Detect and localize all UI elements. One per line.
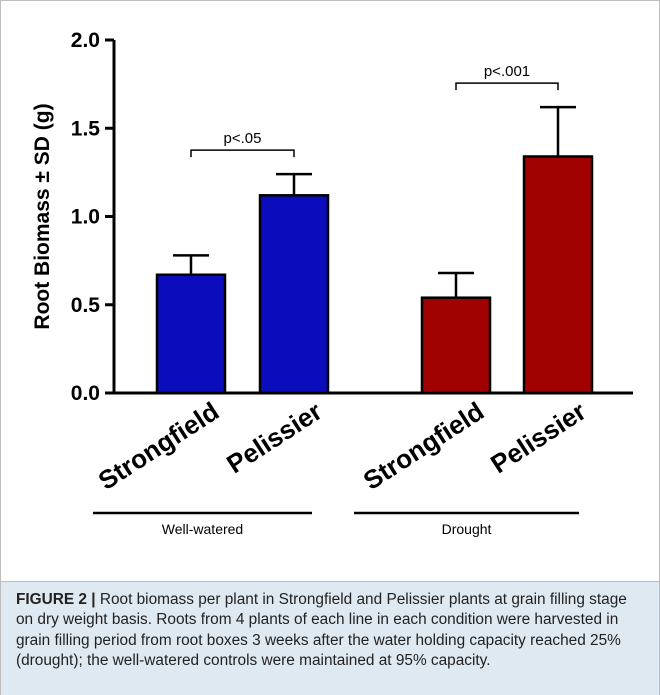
- significance-label: p<.05: [224, 130, 262, 147]
- y-tick-label: 1.0: [71, 206, 100, 229]
- figure-caption-box: FIGURE 2 | Root biomass per plant in Str…: [1, 581, 659, 695]
- y-axis-title: Root Biomass ± SD (g): [31, 103, 54, 329]
- significance-bracket: [455, 82, 559, 91]
- significance-label: p<.001: [484, 63, 530, 80]
- figure-caption: FIGURE 2 | Root biomass per plant in Str…: [16, 590, 646, 672]
- bar-chart: 0.0 0.5 1.0 1.5 2.0 Root Biomass ± SD (g) Stro…: [31, 29, 633, 537]
- category-label: Pelissier: [485, 396, 591, 479]
- category-label: Strongfield: [93, 396, 224, 496]
- bar: [258, 194, 330, 395]
- category-label: Pelissier: [221, 396, 327, 479]
- caption-text: Root biomass per plant in Strongfield an…: [16, 591, 627, 670]
- y-tick-label: 0.0: [71, 382, 100, 405]
- caption-label: FIGURE 2 |: [16, 591, 96, 608]
- bar: [522, 155, 594, 395]
- bars: [155, 82, 594, 395]
- group-label: Drought: [442, 521, 492, 537]
- category-label: Strongfield: [358, 396, 489, 496]
- y-tick-label: 2.0: [71, 29, 100, 52]
- group-label: Well-watered: [162, 521, 243, 537]
- bar: [155, 273, 227, 395]
- y-tick-label: 1.5: [71, 117, 101, 140]
- y-tick-label: 0.5: [71, 294, 101, 317]
- significance-bracket: [190, 149, 295, 158]
- bar: [420, 296, 492, 395]
